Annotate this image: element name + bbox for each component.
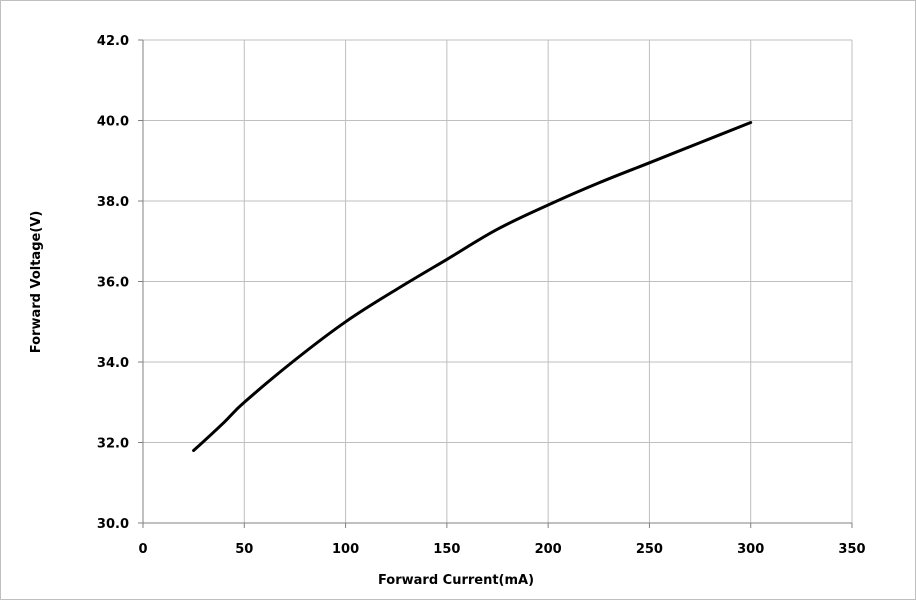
x-tick-label: 200 [535, 542, 562, 557]
x-tick-labels: 0 50 100 150 200 250 300 350 [138, 542, 865, 557]
y-tick-label: 32.0 [97, 437, 129, 452]
y-tick-label: 38.0 [97, 195, 129, 210]
y-tick-labels: 30.0 32.0 34.0 36.0 38.0 40.0 42.0 [97, 34, 129, 532]
series-line [192, 121, 753, 452]
x-axis-title: Forward Current(mA) [378, 573, 534, 588]
y-tick-label: 30.0 [97, 517, 129, 532]
grid-lines [143, 39, 853, 523]
x-tick-label: 50 [235, 542, 253, 557]
y-tick-label: 40.0 [97, 115, 129, 130]
x-tick-label: 250 [636, 542, 663, 557]
y-tick-label: 42.0 [97, 34, 129, 49]
y-tick-label: 34.0 [97, 356, 129, 371]
axes [138, 39, 853, 528]
x-tick-label: 150 [433, 542, 460, 557]
y-axis-title: Forward Voltage(V) [29, 211, 44, 354]
x-tick-label: 0 [138, 542, 147, 557]
x-tick-label: 350 [838, 542, 865, 557]
y-tick-label: 36.0 [97, 276, 129, 291]
x-tick-label: 100 [332, 542, 359, 557]
x-tick-label: 300 [737, 542, 764, 557]
series-lines [192, 121, 753, 452]
